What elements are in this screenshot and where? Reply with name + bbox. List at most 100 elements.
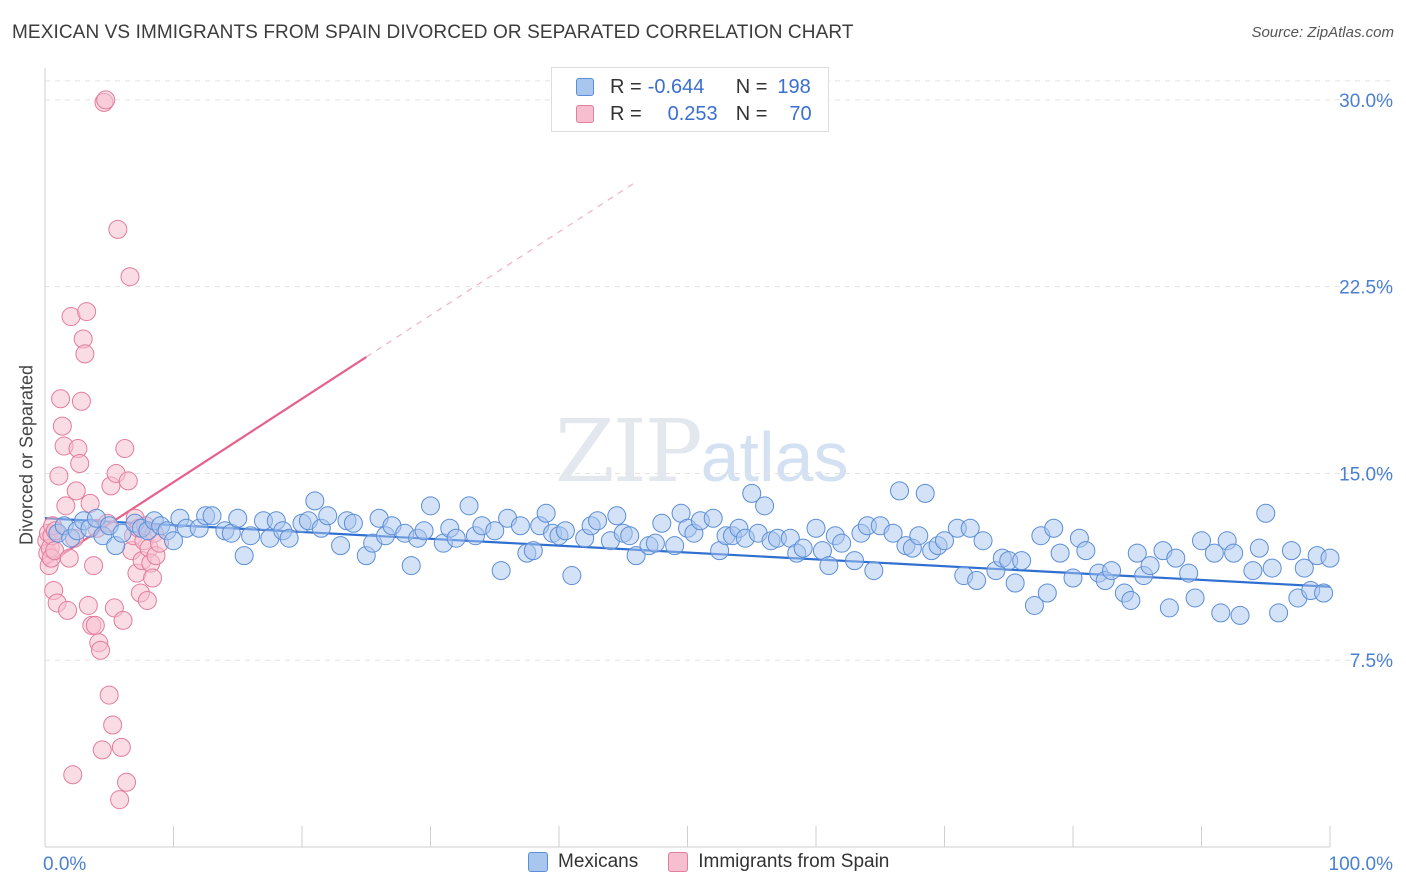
point-mexicans xyxy=(112,523,132,543)
point-mexicans xyxy=(1224,543,1244,563)
point-mexicans xyxy=(1005,573,1025,593)
point-mexicans xyxy=(915,483,935,503)
point-mexicans xyxy=(1185,588,1205,608)
legend-r-value-spain: 0.253 xyxy=(667,102,718,125)
series-legend-mexicans: Mexicans xyxy=(528,851,638,873)
point-mexicans xyxy=(318,506,338,526)
point-mexicans xyxy=(1140,556,1160,576)
point-mexicans xyxy=(1179,563,1199,583)
point-spain xyxy=(77,302,97,322)
point-mexicans xyxy=(1243,561,1263,581)
point-mexicans xyxy=(755,496,775,516)
point-spain xyxy=(58,600,78,620)
point-mexicans xyxy=(202,506,222,526)
point-mexicans xyxy=(421,496,440,516)
point-spain xyxy=(71,391,91,411)
series-name-spain: Immigrants from Spain xyxy=(698,851,890,872)
point-mexicans xyxy=(279,528,299,548)
legend-swatch-mexicans xyxy=(576,78,594,96)
point-mexicans xyxy=(1159,598,1179,618)
watermark: ZIPatlas xyxy=(555,402,848,502)
point-spain xyxy=(115,439,135,459)
point-spain xyxy=(84,556,104,576)
point-mexicans xyxy=(973,531,993,551)
point-spain xyxy=(63,765,83,785)
point-mexicans xyxy=(793,538,813,558)
point-mexicans xyxy=(1262,558,1282,578)
point-spain xyxy=(99,685,119,705)
legend-r-label: R = xyxy=(610,75,642,98)
point-mexicans xyxy=(1127,543,1147,563)
axes xyxy=(44,68,1331,848)
point-mexicans xyxy=(459,496,479,516)
point-mexicans xyxy=(1166,548,1186,568)
legend-n-value-mexicans: 198 xyxy=(777,75,811,98)
point-mexicans xyxy=(620,526,640,546)
point-spain xyxy=(49,466,69,486)
point-mexicans xyxy=(491,561,511,581)
point-mexicans xyxy=(703,508,723,528)
legend-swatch-spain xyxy=(576,105,594,123)
point-spain xyxy=(118,471,138,491)
point-spain xyxy=(113,610,133,630)
point-spain xyxy=(92,740,112,760)
series-legend: Mexicans Immigrants from Spain xyxy=(528,851,919,873)
series-legend-spain: Immigrants from Spain xyxy=(668,851,889,873)
point-mexicans xyxy=(645,533,665,553)
x-tick-label: 0.0% xyxy=(43,854,86,875)
point-mexicans xyxy=(536,503,556,523)
legend-r-label: R = xyxy=(610,102,642,125)
legend-n-label: N = xyxy=(735,102,768,125)
point-spain xyxy=(91,640,111,660)
point-spain xyxy=(103,715,123,735)
legend-n-label: N = xyxy=(735,75,768,98)
point-mexicans xyxy=(485,521,505,541)
point-mexicans xyxy=(1037,583,1057,603)
point-mexicans xyxy=(665,536,685,556)
series-name-mexicans: Mexicans xyxy=(558,851,639,872)
point-spain xyxy=(137,590,157,610)
y-tick-label: 30.0% xyxy=(1339,91,1393,112)
point-spain xyxy=(111,737,131,757)
point-mexicans xyxy=(401,556,421,576)
watermark-zip: ZIP xyxy=(555,402,703,502)
point-spain xyxy=(96,90,116,110)
point-mexicans xyxy=(883,523,903,543)
point-mexicans xyxy=(1256,503,1276,523)
point-spain xyxy=(143,568,163,588)
point-mexicans xyxy=(1044,518,1064,538)
point-mexicans xyxy=(806,518,826,538)
point-mexicans xyxy=(1063,568,1083,588)
point-spain xyxy=(52,416,72,436)
point-mexicans xyxy=(1269,603,1289,623)
point-mexicans xyxy=(1230,605,1250,625)
point-mexicans xyxy=(1204,543,1224,563)
point-mexicans xyxy=(446,528,466,548)
chart-title: MEXICAN VS IMMIGRANTS FROM SPAIN DIVORCE… xyxy=(12,22,854,43)
point-mexicans xyxy=(331,536,351,556)
point-mexicans xyxy=(1076,541,1096,561)
point-mexicans xyxy=(562,566,582,586)
point-mexicans xyxy=(164,531,183,551)
point-mexicans xyxy=(960,518,980,538)
point-mexicans xyxy=(588,511,608,531)
y-tick-label: 15.0% xyxy=(1339,464,1393,485)
point-mexicans xyxy=(228,508,248,528)
point-mexicans xyxy=(1281,541,1301,561)
point-spain xyxy=(117,772,137,792)
point-mexicans xyxy=(1249,538,1269,558)
point-mexicans xyxy=(626,546,646,566)
data-points xyxy=(37,90,1340,810)
point-mexicans xyxy=(967,571,987,591)
point-spain xyxy=(120,267,140,287)
point-mexicans xyxy=(607,506,627,526)
point-mexicans xyxy=(523,541,543,561)
point-mexicans xyxy=(742,483,762,503)
point-mexicans xyxy=(890,481,910,501)
point-mexicans xyxy=(510,516,530,536)
point-mexicans xyxy=(1211,603,1231,623)
legend-row-mexicans: R = -0.644 N = 198 xyxy=(576,74,811,100)
point-mexicans xyxy=(1012,551,1032,571)
series-swatch-mexicans xyxy=(528,852,548,872)
point-mexicans xyxy=(935,531,954,551)
